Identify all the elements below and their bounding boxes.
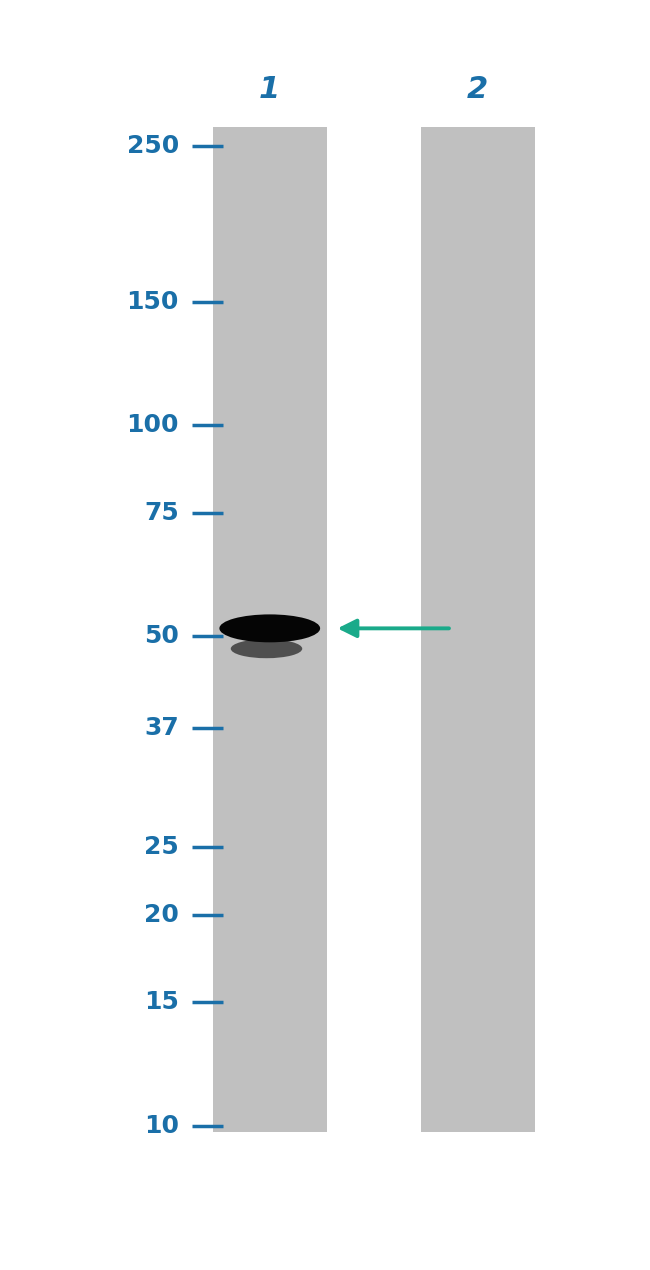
Text: 15: 15 bbox=[144, 991, 179, 1015]
Text: 10: 10 bbox=[144, 1114, 179, 1138]
Text: 20: 20 bbox=[144, 903, 179, 927]
Text: 250: 250 bbox=[127, 135, 179, 159]
Text: 2: 2 bbox=[467, 75, 488, 104]
Bar bbox=[421, 127, 534, 1132]
Ellipse shape bbox=[220, 615, 320, 643]
Text: 100: 100 bbox=[126, 413, 179, 437]
Text: 150: 150 bbox=[126, 290, 179, 314]
Text: 25: 25 bbox=[144, 834, 179, 859]
Text: 1: 1 bbox=[259, 75, 280, 104]
Text: 75: 75 bbox=[144, 500, 179, 525]
Text: 50: 50 bbox=[144, 624, 179, 648]
Ellipse shape bbox=[231, 639, 302, 658]
Text: 37: 37 bbox=[144, 715, 179, 739]
Bar bbox=[213, 127, 326, 1132]
